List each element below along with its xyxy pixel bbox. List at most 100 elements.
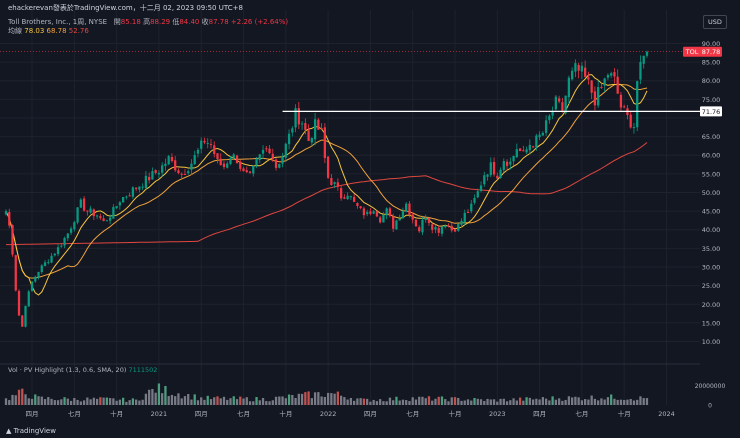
- candle-body: [66, 233, 69, 239]
- volume-bar: [183, 396, 187, 405]
- volume-bar: [27, 398, 30, 405]
- open-label: 開: [113, 18, 121, 26]
- candle-body: [606, 74, 610, 78]
- candle-body: [187, 171, 190, 174]
- level-label: 71.76: [702, 108, 721, 116]
- volume-bar: [639, 396, 642, 405]
- candle-body: [278, 163, 281, 168]
- volume-bar: [434, 398, 437, 405]
- volume-bar: [366, 398, 369, 405]
- currency-button[interactable]: USD: [703, 15, 727, 29]
- time-tick-label: 七月: [237, 409, 250, 418]
- footer-bar: [0, 426, 740, 438]
- ma2-value: 68.78: [46, 27, 67, 35]
- volume-bar: [37, 396, 40, 405]
- volume-bar: [489, 399, 492, 405]
- candle-body: [434, 226, 437, 230]
- candle-body: [287, 133, 291, 145]
- candle-body: [34, 276, 37, 282]
- price-tick-label: 20.00: [702, 301, 721, 309]
- candle-body: [577, 64, 580, 71]
- price-tick-label: 45.00: [702, 208, 721, 216]
- ma-label[interactable]: 均線: [8, 27, 22, 35]
- candle-body: [502, 161, 505, 171]
- volume-bar: [95, 398, 99, 405]
- candle-body: [265, 148, 268, 150]
- candle-body: [245, 170, 248, 173]
- price-axis: 90.00 85.00 80.00 75.00 65.00 60.00 55.00 50.00…: [702, 40, 721, 346]
- candle-body: [427, 217, 431, 224]
- volume-bar: [11, 394, 14, 405]
- volume-bar: [587, 399, 590, 405]
- volume-bar: [320, 396, 323, 405]
- candle-body: [362, 208, 366, 216]
- candle-body: [4, 211, 8, 215]
- volume-bar: [453, 397, 457, 405]
- candle-body: [570, 70, 574, 80]
- candle-body: [388, 208, 392, 216]
- candle-body: [151, 171, 154, 180]
- volume-bar: [8, 400, 11, 405]
- volume-bar: [69, 400, 73, 405]
- volume-bar: [603, 399, 606, 405]
- candle-body: [27, 291, 30, 307]
- volume-bar: [512, 398, 515, 405]
- time-tick-label: 七月: [68, 409, 81, 418]
- price-tick-label: 90.00: [702, 40, 721, 48]
- volume-bar: [216, 396, 219, 405]
- candle-body: [271, 153, 274, 160]
- volume-bar: [447, 401, 450, 405]
- volume-bar: [99, 397, 102, 405]
- candle-body: [89, 208, 92, 213]
- candle-body: [242, 168, 245, 172]
- volume-bar: [180, 398, 183, 405]
- volume-bar: [131, 398, 135, 405]
- volume-bar: [164, 385, 167, 405]
- symbol-title[interactable]: Toll Brothers, Inc., 1周, NYSE: [8, 18, 108, 26]
- candle-body: [466, 212, 470, 214]
- volume-bar: [291, 394, 294, 405]
- candle-body: [161, 165, 164, 173]
- candle-body: [180, 173, 183, 175]
- volume-bar: [359, 398, 362, 405]
- ma3-line: [6, 142, 648, 246]
- tradingview-logo-icon: ▲: [6, 427, 12, 435]
- candle-body: [76, 207, 79, 223]
- candle-body: [235, 155, 239, 163]
- volume-bar: [313, 392, 317, 405]
- volume-bar: [548, 400, 551, 405]
- volume-indicator-name[interactable]: Vol · PV Highlight (1.3, 0.6, SMA, 20): [8, 366, 127, 374]
- volume-bar: [418, 396, 421, 405]
- time-tick-label: 四月: [26, 410, 39, 418]
- candle-body: [528, 144, 531, 151]
- candle-body: [200, 140, 203, 149]
- ticker-badge-bg: [683, 46, 701, 57]
- candle-body: [356, 203, 359, 207]
- volume-bar: [522, 400, 525, 405]
- candle-body: [121, 197, 125, 203]
- ma3-line-path: [6, 142, 648, 246]
- candle-body: [369, 211, 372, 214]
- candle-body: [587, 77, 590, 80]
- volume-bar: [161, 393, 164, 405]
- tradingview-logo[interactable]: ▲ TradingView: [6, 427, 56, 435]
- volume-bar: [50, 398, 53, 405]
- candle-body: [167, 156, 170, 165]
- volume-bar: [121, 397, 125, 405]
- candle-body: [411, 214, 414, 220]
- volume-bar: [229, 398, 232, 405]
- candle-body: [616, 76, 619, 94]
- volume-value: 7111502: [128, 366, 158, 374]
- candle-body: [154, 170, 157, 173]
- volume-bar: [457, 397, 460, 405]
- volume-bar: [24, 394, 27, 405]
- volume-bar: [232, 396, 235, 405]
- candle-body: [222, 163, 226, 168]
- candle-body: [574, 63, 577, 72]
- volume-bar: [284, 398, 287, 405]
- volume-bar: [235, 399, 239, 405]
- candle-body: [421, 220, 424, 233]
- volume-bar: [564, 399, 567, 405]
- volume-bar: [222, 396, 226, 405]
